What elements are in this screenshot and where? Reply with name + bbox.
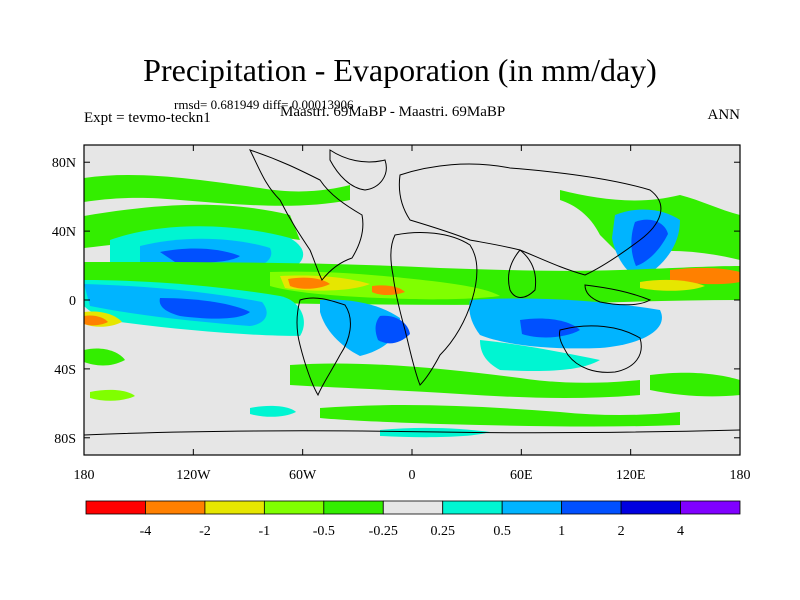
colorbar-swatch — [145, 500, 206, 515]
contour-blue — [159, 298, 250, 319]
colorbar-label: 0.25 — [430, 524, 455, 539]
contour-cyan — [250, 405, 296, 417]
colorbar-swatch — [204, 500, 265, 515]
lon-axis: 180 120W 60W 0 60E 120E 180 — [74, 145, 751, 483]
contour-blue — [375, 315, 410, 344]
experiment-label: Expt = tevmo-teckn1 — [84, 110, 211, 126]
contour-orange — [372, 285, 405, 295]
coastline-southeast-asia — [584, 284, 652, 306]
colorbar-label: -0.5 — [313, 524, 335, 539]
colorbar-swatch — [442, 500, 503, 515]
colorbar-swatch — [561, 500, 622, 515]
colorbar-label: 0.5 — [493, 524, 511, 539]
lat-axis: 80N 40N 0 40S 80S — [52, 156, 740, 447]
lon-tick-label: 120W — [176, 468, 211, 483]
coastline-africa — [390, 231, 478, 386]
contour-orange — [84, 315, 108, 326]
colorbar-label: -1 — [259, 524, 271, 539]
comparison-label: Maastri. 69MaBP - Maastri. 69MaBP — [280, 104, 506, 120]
contour-green — [290, 363, 640, 398]
coastline-australia — [559, 325, 642, 373]
coastline-south-america — [296, 297, 351, 397]
colorbar-label: 2 — [618, 524, 625, 539]
colorbar-label: -0.25 — [369, 524, 398, 539]
contour-blue — [520, 318, 580, 338]
colorbar-swatch — [323, 500, 384, 515]
lon-tick-label: 60E — [510, 468, 533, 483]
contour-green — [650, 372, 740, 397]
contour-blue — [160, 248, 240, 263]
colorbar-label: -4 — [140, 524, 152, 539]
lat-tick-label: 40S — [54, 363, 76, 378]
colorbar-swatch — [382, 500, 444, 515]
colorbar-swatch — [680, 500, 741, 515]
colorbar: -4 -2 -1 -0.5 -0.25 0.25 0.5 1 2 4 — [85, 500, 741, 539]
lat-tick-label: 0 — [69, 294, 76, 309]
contour-orange — [670, 267, 740, 285]
lat-tick-label: 80S — [54, 432, 76, 447]
coastline-antarctica — [84, 429, 740, 436]
season-label: ANN — [707, 107, 741, 123]
contour-green — [84, 175, 350, 206]
colorbar-swatch — [620, 500, 681, 515]
lon-tick-label: 0 — [409, 468, 416, 483]
contour-cyan — [480, 340, 600, 371]
contour-yellow-green — [90, 389, 135, 401]
lon-tick-label: 120E — [616, 468, 646, 483]
coastline-greenland — [329, 149, 387, 191]
coastline-eurasia — [398, 163, 662, 276]
lon-tick-label: 180 — [730, 468, 751, 483]
colorbar-label: 4 — [677, 524, 684, 539]
colorbar-swatch — [263, 500, 325, 515]
contour-orange — [288, 277, 330, 289]
lat-tick-label: 80N — [52, 156, 76, 171]
contour-green — [84, 348, 125, 366]
contour-blue — [631, 219, 668, 266]
plot-title: Precipitation - Evaporation (in mm/day) — [143, 52, 657, 88]
coastline-india — [507, 249, 537, 298]
colorbar-label: 1 — [558, 524, 565, 539]
lat-tick-label: 40N — [52, 225, 76, 240]
lon-tick-label: 180 — [74, 468, 95, 483]
contour-light-blue — [320, 299, 400, 356]
contour-cyan — [380, 427, 490, 438]
contour-yellow — [640, 279, 705, 291]
coastline-north-america — [249, 149, 364, 281]
colorbar-label: -2 — [199, 524, 211, 539]
lon-tick-label: 60W — [289, 468, 317, 483]
colorbar-swatch — [85, 500, 146, 515]
contour-green — [320, 405, 680, 427]
coastlines — [84, 149, 740, 436]
stats-text: rmsd= 0.681949 diff= 0.00013906 — [174, 97, 354, 112]
colorbar-swatch — [501, 500, 563, 515]
